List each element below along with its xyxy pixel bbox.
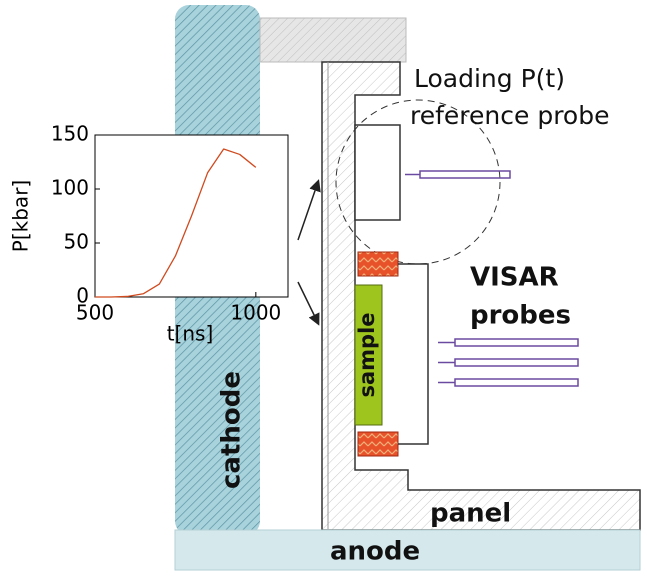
top-bar xyxy=(259,17,407,63)
label: cathode xyxy=(217,371,247,489)
label: VISAR xyxy=(470,263,559,293)
bracket xyxy=(398,263,429,445)
y-axis-label: P[kbar] xyxy=(9,180,33,252)
inset-chart: t[ns] P[kbar] 0 50 100 150 500 1000 xyxy=(9,122,289,346)
y-tick-label: 100 xyxy=(51,176,89,200)
anode-block xyxy=(174,529,641,571)
pin-bottom xyxy=(357,431,399,457)
probe-pocket xyxy=(354,124,401,221)
data-line xyxy=(95,148,257,298)
label: anode xyxy=(330,537,420,567)
arrow xyxy=(297,179,321,241)
label: panel xyxy=(430,499,511,529)
reference-probe xyxy=(405,170,511,179)
zoom-circle xyxy=(335,99,501,265)
label: Loading P(t) xyxy=(414,64,565,93)
arrow xyxy=(297,281,320,326)
x-tick-label: 500 xyxy=(76,301,114,325)
label: sample xyxy=(355,312,379,397)
label: reference probe xyxy=(410,101,609,130)
x-tick-label: 1000 xyxy=(230,301,281,325)
y-tick-label: 150 xyxy=(51,122,89,146)
sample-block xyxy=(354,284,383,426)
y-tick-label: 0 xyxy=(76,284,89,308)
y-tick-label: 50 xyxy=(64,230,89,254)
x-axis-label: t[ns] xyxy=(167,322,214,346)
visar-probes xyxy=(438,338,579,387)
pin-top xyxy=(357,251,399,277)
label: probes xyxy=(470,301,571,331)
